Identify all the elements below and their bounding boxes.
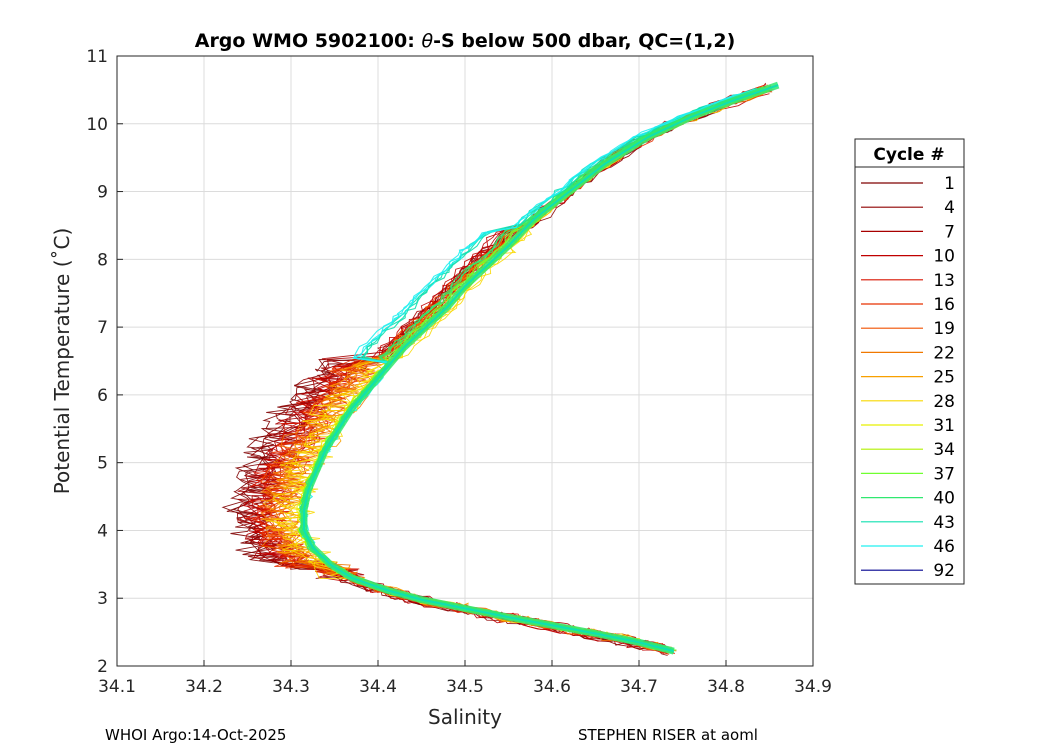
legend-label: 1: [944, 174, 955, 194]
y-tick-label: 5: [97, 454, 108, 474]
legend-label: 19: [933, 319, 955, 339]
series-core-line: [303, 84, 779, 653]
legend-label: 28: [933, 392, 955, 412]
y-axis-label: Potential Temperature (˚C): [50, 228, 74, 495]
x-tick-label: 34.5: [446, 677, 484, 697]
legend-label: 40: [933, 489, 955, 509]
x-tick-label: 34.1: [98, 677, 136, 697]
x-tick-label: 34.4: [359, 677, 397, 697]
x-tick-label: 34.6: [533, 677, 571, 697]
legend-title: Cycle #: [873, 145, 944, 165]
x-tick-label: 34.3: [272, 677, 310, 697]
legend-label: 37: [933, 464, 955, 484]
x-tick-label: 34.9: [794, 677, 832, 697]
x-axis-label: Salinity: [428, 705, 502, 729]
legend-label: 46: [933, 537, 955, 557]
y-tick-label: 4: [97, 521, 108, 541]
x-tick-label: 34.2: [185, 677, 223, 697]
y-tick-label: 9: [97, 183, 108, 203]
legend-label: 22: [933, 343, 955, 363]
legend-label: 16: [933, 295, 955, 315]
y-tick-label: 10: [86, 115, 108, 135]
legend-label: 10: [933, 247, 955, 267]
tick-labels: 34.1 34.2 34.3 34.4 34.5 34.6 34.7 34.8 34.9 2 3 4 5…: [86, 47, 832, 697]
footer-right: STEPHEN RISER at aoml: [578, 726, 758, 744]
legend-label: 25: [933, 368, 955, 388]
legend-label: 13: [933, 271, 955, 291]
series-group: [221, 81, 780, 656]
y-tick-label: 2: [97, 657, 108, 677]
y-tick-label: 8: [97, 250, 108, 270]
y-tick-label: 7: [97, 318, 108, 338]
legend-label: 34: [933, 440, 955, 460]
x-tick-label: 34.8: [707, 677, 745, 697]
y-tick-label: 6: [97, 386, 108, 406]
chart-title: Argo WMO 5902100: θ-S below 500 dbar, QC…: [195, 30, 736, 52]
legend-box: [854, 138, 965, 585]
y-tick-label: 11: [86, 47, 108, 67]
legend-label: 4: [944, 198, 955, 218]
legend-label: 43: [933, 513, 955, 533]
legend: Cycle # 1 4 7 10 13 16 19 22 25 28 31 34 37 40 43 46 92: [854, 138, 965, 585]
x-tick-label: 34.7: [620, 677, 658, 697]
legend-label: 31: [933, 416, 955, 436]
footer-left: WHOI Argo:14-Oct-2025: [105, 726, 286, 744]
legend-items: 1 4 7 10 13 16 19 22 25 28 31 34 37 40 43 46 92: [861, 174, 955, 581]
legend-label: 92: [933, 561, 955, 581]
legend-label: 7: [944, 222, 955, 242]
y-tick-label: 3: [97, 589, 108, 609]
